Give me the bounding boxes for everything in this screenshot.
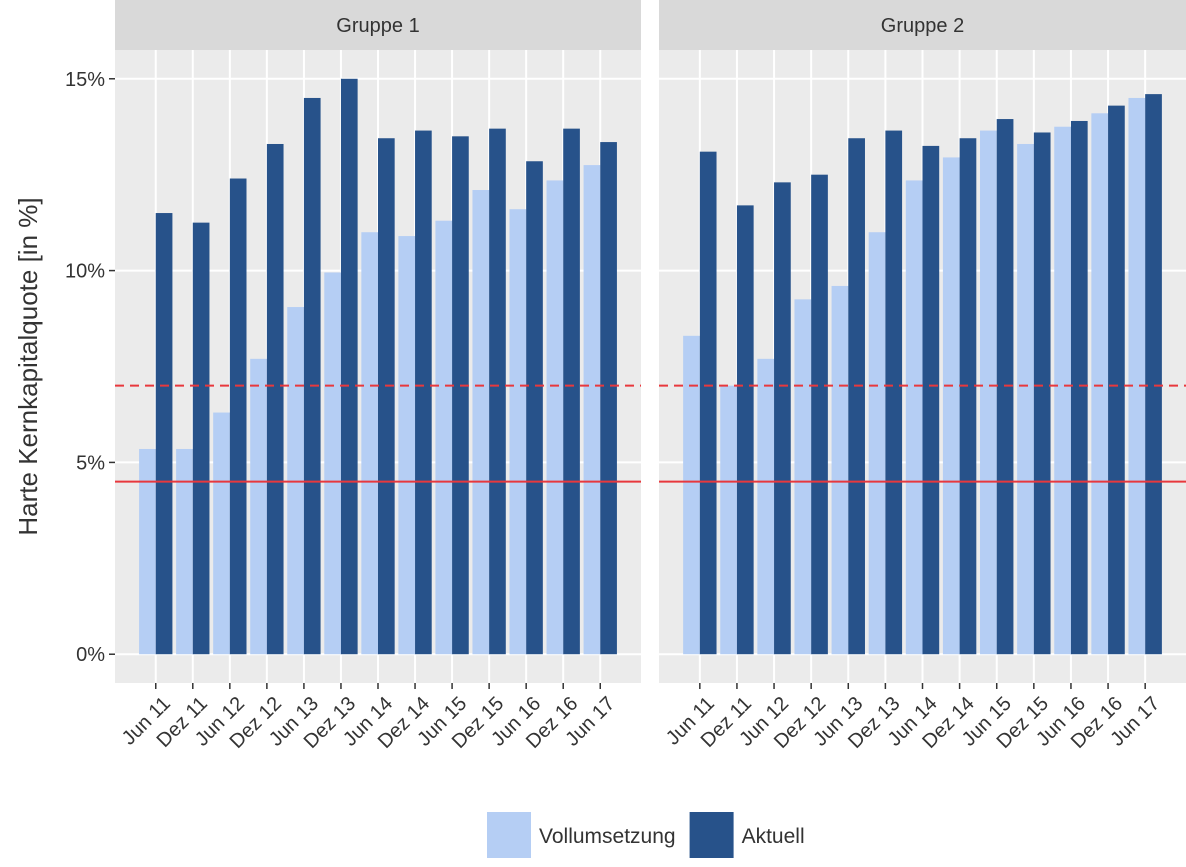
bar	[1108, 105, 1125, 655]
bar	[1070, 120, 1088, 655]
bar	[435, 220, 453, 655]
bar	[378, 138, 395, 655]
bar	[922, 145, 940, 655]
bar	[831, 285, 849, 655]
y-tick-label: 0%	[76, 644, 105, 666]
legend-label: Aktuell	[742, 825, 805, 848]
bar	[563, 128, 580, 655]
bar	[192, 222, 210, 655]
bar	[303, 97, 321, 655]
bar	[472, 190, 490, 655]
bar	[415, 130, 432, 655]
bar	[1033, 132, 1051, 655]
y-tick-label: 15%	[65, 69, 105, 91]
bar	[229, 178, 247, 655]
bar	[526, 161, 543, 655]
legend-swatch	[689, 812, 734, 858]
bar	[509, 209, 527, 655]
bar	[340, 78, 358, 655]
bar	[699, 151, 717, 655]
bar	[452, 136, 469, 655]
bar	[868, 232, 886, 655]
bar	[155, 213, 173, 655]
bar	[848, 138, 865, 655]
bar	[546, 180, 564, 655]
panel-title: Gruppe 2	[881, 15, 964, 37]
bar	[324, 272, 341, 655]
legend-swatch	[487, 812, 531, 858]
bar	[1128, 97, 1146, 655]
strip	[659, 0, 1186, 50]
bar	[811, 174, 828, 655]
bar	[720, 385, 737, 655]
bar	[398, 236, 416, 655]
bar	[942, 157, 960, 655]
bar	[1145, 94, 1162, 655]
bar	[139, 448, 156, 655]
y-tick-label: 10%	[65, 261, 105, 283]
bar	[176, 448, 193, 655]
bar	[1017, 143, 1034, 655]
bar	[794, 299, 812, 655]
y-axis-title: Harte Kernkapitalquote [in %]	[13, 197, 43, 535]
bar	[250, 358, 267, 655]
bar	[361, 232, 378, 655]
bar	[583, 165, 601, 655]
bar	[683, 335, 700, 655]
bar	[885, 130, 903, 655]
bar	[1091, 113, 1109, 655]
y-tick-label: 5%	[76, 452, 105, 474]
bar	[266, 143, 284, 655]
bar	[600, 142, 617, 655]
bar	[1054, 126, 1071, 655]
bar	[774, 182, 791, 655]
bar	[905, 180, 923, 655]
legend-label: Vollumsetzung	[539, 825, 676, 848]
panel-title: Gruppe 1	[336, 15, 419, 37]
bar	[959, 138, 977, 655]
bar	[489, 128, 506, 655]
bar	[757, 358, 775, 655]
bar	[213, 412, 230, 655]
bar	[980, 130, 997, 655]
bar	[736, 205, 754, 655]
strip	[115, 0, 641, 50]
